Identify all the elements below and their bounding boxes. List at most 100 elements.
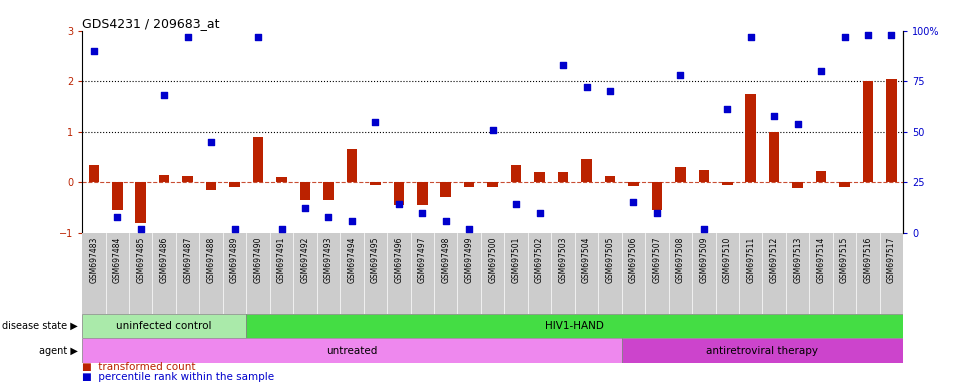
Text: untreated: untreated	[327, 346, 378, 356]
Text: disease state ▶: disease state ▶	[2, 321, 77, 331]
Text: GSM697517: GSM697517	[887, 237, 896, 283]
Point	[720, 106, 735, 113]
Text: GSM697513: GSM697513	[793, 237, 802, 283]
Text: GSM697511: GSM697511	[746, 237, 755, 283]
Bar	[393, 182, 404, 205]
Text: GSM697502: GSM697502	[535, 237, 544, 283]
Text: GSM697491: GSM697491	[277, 237, 286, 283]
Text: GSM697501: GSM697501	[512, 237, 521, 283]
Bar	[253, 137, 264, 182]
Point	[273, 225, 289, 232]
Text: GSM697485: GSM697485	[136, 237, 145, 283]
Bar	[229, 182, 240, 187]
Text: GSM697490: GSM697490	[253, 237, 263, 283]
Text: GSM697497: GSM697497	[417, 237, 427, 283]
Text: GSM697507: GSM697507	[652, 237, 662, 283]
Point	[884, 32, 899, 38]
Bar	[299, 182, 310, 200]
Bar	[582, 159, 592, 182]
Point	[250, 34, 266, 40]
Bar	[622, 338, 903, 363]
Bar	[347, 149, 357, 182]
Bar	[675, 167, 686, 182]
Bar	[839, 182, 850, 187]
Point	[204, 139, 219, 145]
Point	[579, 84, 594, 90]
Text: GSM697504: GSM697504	[582, 237, 591, 283]
Point	[344, 217, 359, 223]
Text: GSM697495: GSM697495	[371, 237, 380, 283]
Text: GSM697500: GSM697500	[488, 237, 497, 283]
Text: GSM697505: GSM697505	[606, 237, 614, 283]
Point	[109, 214, 125, 220]
Point	[696, 225, 712, 232]
Text: GSM697483: GSM697483	[89, 237, 99, 283]
Text: GSM697499: GSM697499	[465, 237, 473, 283]
Text: GSM697515: GSM697515	[840, 237, 849, 283]
Text: GSM697512: GSM697512	[770, 237, 779, 283]
Text: GSM697508: GSM697508	[676, 237, 685, 283]
Point	[790, 121, 806, 127]
Text: ■  transformed count: ■ transformed count	[82, 362, 195, 372]
Bar	[82, 338, 622, 363]
Bar	[370, 182, 381, 185]
Text: antiretroviral therapy: antiretroviral therapy	[706, 346, 818, 356]
Bar	[440, 182, 451, 197]
Point	[508, 201, 524, 207]
Text: uninfected control: uninfected control	[117, 321, 212, 331]
Point	[743, 34, 758, 40]
Bar	[628, 182, 639, 186]
Text: ■  percentile rank within the sample: ■ percentile rank within the sample	[82, 372, 274, 382]
Bar	[246, 313, 903, 338]
Point	[321, 214, 336, 220]
Text: GSM697494: GSM697494	[348, 237, 356, 283]
Point	[602, 88, 617, 94]
Point	[414, 209, 430, 215]
Bar	[82, 313, 246, 338]
Text: GSM697487: GSM697487	[184, 237, 192, 283]
Point	[391, 201, 407, 207]
Point	[298, 205, 313, 212]
Text: HIV1-HAND: HIV1-HAND	[546, 321, 604, 331]
Point	[532, 209, 548, 215]
Point	[837, 34, 852, 40]
Bar	[511, 164, 522, 182]
Point	[649, 209, 665, 215]
Text: GSM697492: GSM697492	[300, 237, 309, 283]
Bar	[112, 182, 123, 210]
Bar	[89, 164, 99, 182]
Text: GSM697484: GSM697484	[113, 237, 122, 283]
Text: GSM697496: GSM697496	[394, 237, 404, 283]
Bar	[183, 176, 193, 182]
Text: GSM697510: GSM697510	[723, 237, 732, 283]
Bar	[417, 182, 428, 205]
Bar	[652, 182, 662, 210]
Point	[156, 92, 172, 98]
Point	[813, 68, 829, 74]
Point	[485, 127, 500, 133]
Bar	[722, 182, 732, 185]
Point	[438, 217, 453, 223]
Point	[462, 225, 477, 232]
Point	[180, 34, 195, 40]
Point	[672, 72, 688, 78]
Text: GSM697503: GSM697503	[558, 237, 568, 283]
Text: GSM697486: GSM697486	[159, 237, 169, 283]
Bar	[557, 172, 568, 182]
Point	[133, 225, 149, 232]
Point	[368, 119, 384, 125]
Text: GSM697489: GSM697489	[230, 237, 240, 283]
Bar	[534, 172, 545, 182]
Bar	[769, 132, 780, 182]
Text: GSM697498: GSM697498	[441, 237, 450, 283]
Text: GSM697516: GSM697516	[864, 237, 872, 283]
Point	[766, 113, 781, 119]
Point	[861, 32, 876, 38]
Bar	[206, 182, 216, 190]
Point	[227, 225, 242, 232]
Bar	[324, 182, 333, 200]
Point	[86, 48, 101, 54]
Point	[626, 199, 641, 205]
Point	[555, 62, 571, 68]
Bar	[605, 175, 615, 182]
